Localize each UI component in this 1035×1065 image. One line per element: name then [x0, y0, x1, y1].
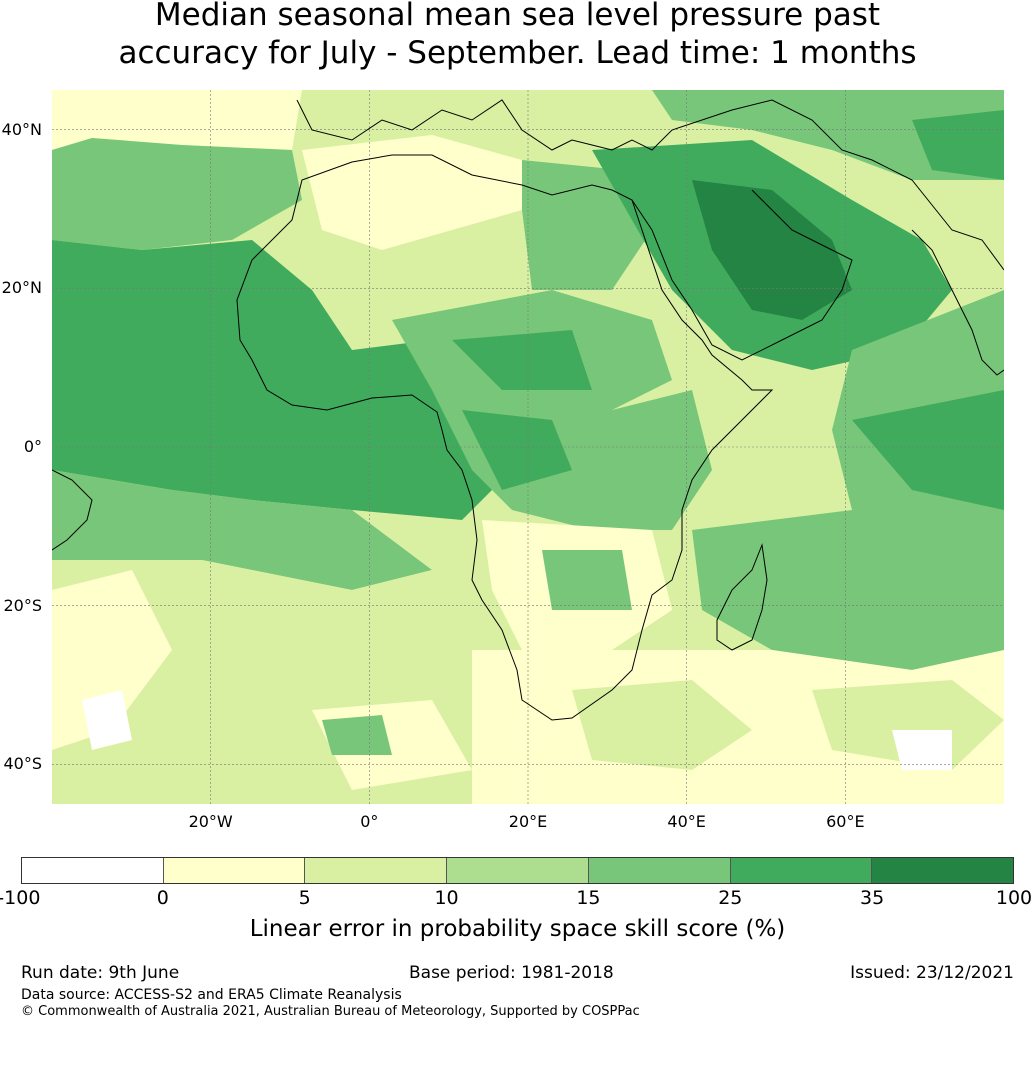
skill-score-map: [52, 90, 1004, 804]
coastlines: [52, 99, 1004, 721]
colorbar-segment: [872, 858, 1014, 883]
coastline-africa: [236, 154, 774, 721]
lon-tick-label: 20°E: [508, 812, 548, 831]
lat-tick-label: 0°: [23, 437, 42, 456]
field-patch: [912, 110, 1004, 180]
colorbar-tick-label: 15: [576, 887, 601, 909]
field-patch: [572, 680, 752, 770]
lat-tick-label: 20°S: [3, 595, 42, 615]
field-patch: [82, 690, 132, 750]
graticule: [52, 90, 1004, 804]
field-patch: [452, 330, 592, 390]
colorbar-tick-label: -100: [0, 887, 41, 909]
lon-tick-label: 0°: [360, 812, 379, 831]
colorbar-segment: [730, 858, 873, 883]
field-patch: [52, 570, 172, 750]
title-line-2: accuracy for July - September. Lead time…: [118, 35, 917, 71]
copyright: © Commonwealth of Australia 2021, Austra…: [21, 1004, 640, 1019]
lon-tick-label: 20°W: [188, 812, 233, 831]
field-patch: [462, 410, 572, 490]
colorbar-tick-label: 25: [718, 887, 743, 909]
field-patch: [692, 180, 852, 320]
lat-tick-label: 40°S: [3, 754, 42, 774]
colorbar-segment: [305, 858, 448, 883]
skill-field: [52, 90, 1004, 804]
lon-tick-label: 60°E: [826, 812, 865, 831]
colorbar-tick-label: 100: [995, 887, 1033, 909]
field-patch: [52, 240, 492, 520]
run-date: Run date: 9th June: [21, 963, 180, 983]
colorbar-tick-label: 0: [156, 887, 169, 909]
field-patch: [652, 90, 1004, 180]
coastline-india: [911, 229, 1004, 376]
colorbar-segment: [447, 858, 589, 883]
colorbar-tick-label: 35: [860, 887, 885, 909]
colorbar-tick-label: 5: [298, 887, 311, 909]
base-period: Base period: 1981-2018: [409, 963, 614, 983]
field-patch: [382, 210, 532, 320]
field-patch: [852, 390, 1004, 510]
coastline-europe: [296, 99, 1004, 271]
lat-tick-label: 20°N: [1, 278, 42, 298]
field-patch: [542, 550, 632, 610]
field-patch: [812, 680, 1004, 770]
field-patch: [892, 730, 952, 770]
coastline-arabia: [631, 189, 853, 361]
title-line-1: Median seasonal mean sea level pressure …: [154, 0, 881, 33]
lon-tick-label: 40°E: [667, 812, 706, 831]
field-patch: [52, 90, 302, 150]
field-patch: [692, 510, 1004, 670]
colorbar-tick-label: 10: [434, 887, 459, 909]
field-patch: [322, 715, 392, 755]
field-patch: [52, 138, 302, 250]
coastline-south-america: [52, 469, 93, 551]
coastline-madagascar: [716, 543, 768, 651]
data-source: Data source: ACCESS-S2 and ERA5 Climate …: [21, 987, 402, 1003]
colorbar-segment: [588, 858, 731, 883]
colorbar-segment: [22, 858, 164, 883]
colorbar-segment: [163, 858, 306, 883]
chart-title: Median seasonal mean sea level pressure …: [0, 0, 1035, 72]
issued-date: Issued: 23/12/2021: [850, 963, 1014, 983]
map-canvas: [52, 90, 1004, 804]
colorbar: [21, 857, 1014, 884]
colorbar-label: Linear error in probability space skill …: [249, 916, 786, 942]
lat-tick-label: 40°N: [1, 119, 42, 139]
field-patch: [302, 135, 522, 250]
